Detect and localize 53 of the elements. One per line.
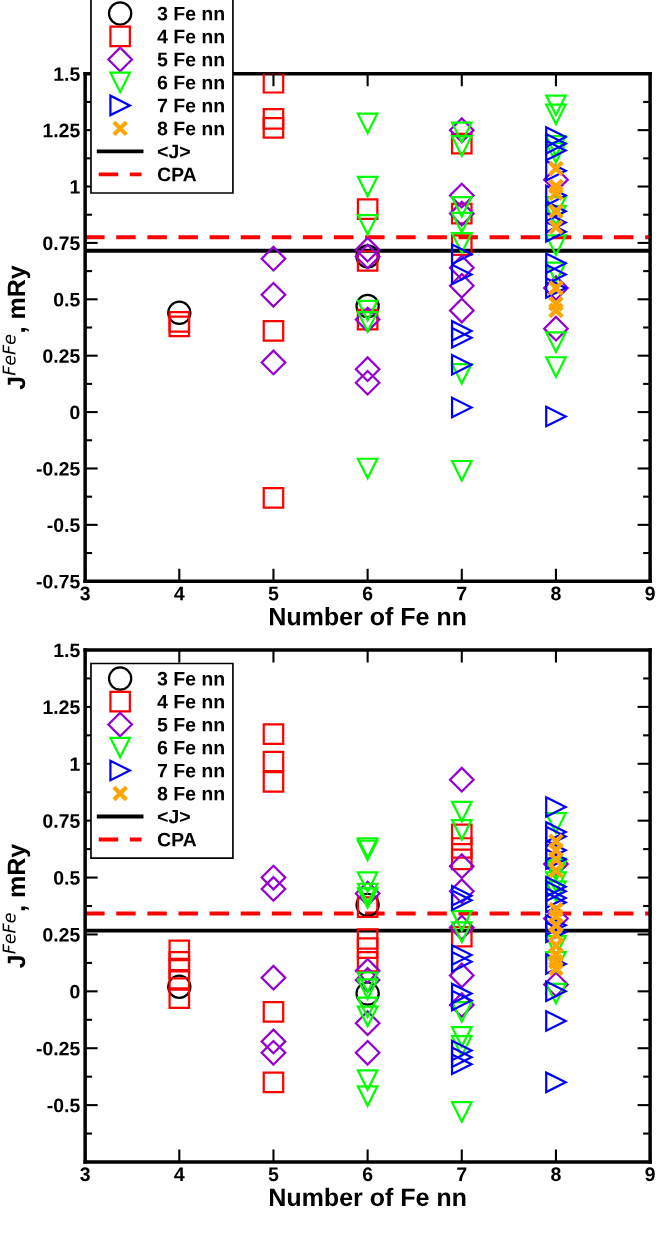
y-axis-title: J$^{FeFe}$, mRy [2,843,31,968]
x-tick-label: 8 [551,586,561,601]
legend-label: 8 Fe nn [157,786,224,801]
legend-label: 4 Fe nn [157,29,224,44]
x-tick-label: 6 [362,586,373,601]
legend-label: <J> [157,809,190,824]
x-tick-label: 4 [174,1167,185,1181]
legend-label: CPA [157,832,197,847]
y-tick-label: 0.25 [43,927,80,942]
y-tick-label: -0.5 [47,1098,80,1113]
y-tick-label: -0.25 [36,1041,80,1056]
y-tick-label: 1.25 [43,123,80,138]
y-tick-label: 0 [70,405,80,420]
legend-label: 8 Fe nn [157,121,224,136]
y-tick-label: 1.25 [43,700,80,715]
x-tick-label: 7 [457,1167,467,1181]
y-tick-label: -0.75 [36,574,80,589]
x-tick-label: 4 [174,586,185,601]
legend-label: 3 Fe nn [157,6,224,21]
x-axis-title: Number of Fe nn [269,607,466,626]
y-tick-label: 0 [70,984,80,999]
y-tick-label: 0.5 [54,292,80,307]
legend-label: 7 Fe nn [157,763,224,778]
y-tick-label: 1.5 [54,67,80,81]
x-tick-label: 3 [80,586,90,601]
y-tick-label: 0.25 [43,349,80,363]
y-tick-label: -0.25 [36,461,80,476]
legend-label: 7 Fe nn [157,98,224,113]
legend-label: CPA [157,167,197,182]
x-axis-title: Number of Fe nn [269,1187,466,1207]
legend-label: 6 Fe nn [157,75,224,90]
legend-label: 3 Fe nn [157,671,224,686]
y-tick-label: 0.75 [43,814,80,828]
y-tick-label: 1 [70,757,80,771]
y-tick-label: 0.75 [43,236,80,251]
x-tick-label: 9 [645,1167,655,1182]
x-tick-label: 9 [645,586,655,601]
x-tick-label: 8 [551,1167,561,1182]
legend-label: 5 Fe nn [157,717,224,732]
x-tick-label: 7 [457,586,467,601]
y-tick-label: 1.5 [54,643,80,658]
legend-label: 6 Fe nn [157,740,224,755]
legend-label: 4 Fe nn [157,694,224,709]
y-tick-label: 0.5 [54,871,80,885]
x-tick-label: 6 [362,1167,373,1182]
y-tick-label: 1 [70,180,80,194]
legend-label: <J> [157,144,190,159]
y-tick-label: -0.5 [47,518,80,533]
legend-label: 5 Fe nn [157,52,224,67]
x-tick-label: 5 [268,1167,279,1182]
x-tick-label: 5 [268,586,279,601]
y-axis-title: J$^{FeFe}$, mRy [2,265,31,390]
x-tick-label: 3 [80,1167,90,1182]
